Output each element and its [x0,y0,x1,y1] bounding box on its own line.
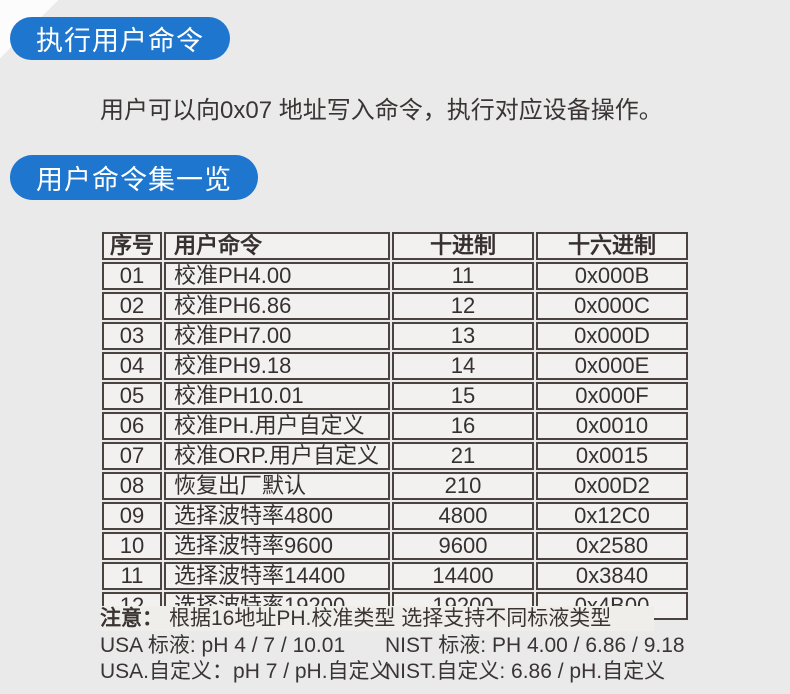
intro-text: 用户可以向0x07 地址写入命令，执行对应设备操作。 [100,97,663,124]
cell-index: 09 [102,502,162,530]
note-label: 注意： [100,607,163,630]
cell-hex: 0x000F [536,382,688,410]
section-badge-execute-command: 执行用户命令 [10,17,230,60]
cell-decimal: 16 [392,412,534,440]
nist-standard-text: NIST 标液: PH 4.00 / 6.86 / 9.18 [385,634,685,657]
cell-command: 选择波特率4800 [164,502,390,530]
section-title: 执行用户命令 [36,26,204,56]
table-row: 10 选择波特率9600 9600 0x2580 [102,532,688,560]
cell-command: 校准PH.用户自定义 [164,412,390,440]
cell-index: 02 [102,292,162,320]
cell-command: 恢复出厂默认 [164,472,390,500]
table-row: 04 校准PH9.18 14 0x000E [102,352,688,380]
table-row: 06 校准PH.用户自定义 16 0x0010 [102,412,688,440]
table-row: 08 恢复出厂默认 210 0x00D2 [102,472,688,500]
cell-command: 校准PH6.86 [164,292,390,320]
cell-hex: 0x000B [536,262,688,290]
cell-hex: 0x00D2 [536,472,688,500]
cell-index: 06 [102,412,162,440]
cell-hex: 0x000E [536,352,688,380]
col-header-decimal: 十进制 [392,232,534,260]
cell-hex: 0x12C0 [536,502,688,530]
cell-hex: 0x000D [536,322,688,350]
table-header-row: 序号 用户命令 十进制 十六进制 [102,232,688,260]
command-table: 序号 用户命令 十进制 十六进制 01 校准PH4.00 11 0x000B 0… [100,230,690,622]
cell-index: 11 [102,562,162,590]
cell-decimal: 4800 [392,502,534,530]
cell-decimal: 12 [392,292,534,320]
col-header-command: 用户命令 [164,232,390,260]
cell-index: 03 [102,322,162,350]
cell-decimal: 14400 [392,562,534,590]
cell-hex: 0x000C [536,292,688,320]
cell-index: 08 [102,472,162,500]
note-line-standard-solutions: USA 标液: pH 4 / 7 / 10.01 NIST 标液: PH 4.0… [100,633,685,658]
col-header-hex: 十六进制 [536,232,688,260]
section-title: 用户命令集一览 [36,165,232,195]
usa-standard-text: USA 标液: pH 4 / 7 / 10.01 [100,634,346,657]
col-header-index: 序号 [102,232,162,260]
table-row: 07 校准ORP.用户自定义 21 0x0015 [102,442,688,470]
nist-custom-text: NIST.自定义: 6.86 / pH.自定义 [385,660,666,683]
cell-command: 校准PH9.18 [164,352,390,380]
table-row: 02 校准PH6.86 12 0x000C [102,292,688,320]
cell-command: 校准PH7.00 [164,322,390,350]
cell-decimal: 9600 [392,532,534,560]
usa-custom-text: USA.自定义：pH 7 / pH.自定义 [100,660,391,683]
cell-decimal: 21 [392,442,534,470]
note-text: 根据16地址PH.校准类型 选择支持不同标液类型 [169,607,612,630]
cell-index: 01 [102,262,162,290]
table-row: 05 校准PH10.01 15 0x000F [102,382,688,410]
cell-command: 校准PH4.00 [164,262,390,290]
cell-command: 选择波特率9600 [164,532,390,560]
cell-index: 10 [102,532,162,560]
cell-decimal: 13 [392,322,534,350]
cell-command: 校准ORP.用户自定义 [164,442,390,470]
cell-hex: 0x2580 [536,532,688,560]
cell-decimal: 15 [392,382,534,410]
table-row: 01 校准PH4.00 11 0x000B [102,262,688,290]
cell-hex: 0x0015 [536,442,688,470]
cell-decimal: 14 [392,352,534,380]
note-line-attention: 注意： 根据16地址PH.校准类型 选择支持不同标液类型 [100,606,654,631]
cell-command: 校准PH10.01 [164,382,390,410]
cell-hex: 0x0010 [536,412,688,440]
note-line-custom-solutions: USA.自定义：pH 7 / pH.自定义 NIST.自定义: 6.86 / p… [100,659,665,684]
cell-index: 05 [102,382,162,410]
cell-hex: 0x3840 [536,562,688,590]
table-row: 09 选择波特率4800 4800 0x12C0 [102,502,688,530]
cell-index: 07 [102,442,162,470]
section-badge-command-list: 用户命令集一览 [10,155,258,200]
cell-decimal: 11 [392,262,534,290]
table-row: 11 选择波特率14400 14400 0x3840 [102,562,688,590]
cell-decimal: 210 [392,472,534,500]
table-row: 03 校准PH7.00 13 0x000D [102,322,688,350]
cell-command: 选择波特率14400 [164,562,390,590]
cell-index: 04 [102,352,162,380]
